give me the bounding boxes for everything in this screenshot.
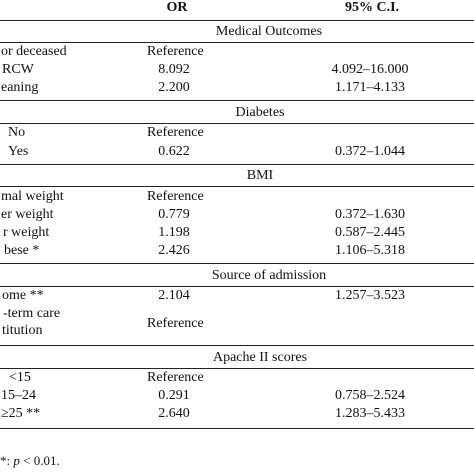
row-label: bese * <box>4 243 40 258</box>
row-label: <15 <box>9 370 31 385</box>
section-title-bmi: BMI <box>246 168 274 183</box>
row-or: Reference <box>147 189 204 204</box>
row-label: ome ** <box>2 288 44 303</box>
row-ci: 1.283–5.433 <box>335 406 405 421</box>
section-rule <box>0 368 474 369</box>
row-label: 15–24 <box>1 388 36 403</box>
row-or: 0.291 <box>158 388 190 403</box>
section-rule <box>0 286 474 287</box>
row-ci: 1.257–3.523 <box>335 288 405 303</box>
row-or: Reference <box>147 44 204 59</box>
row-or: Reference <box>147 316 204 331</box>
row-or: 2.104 <box>158 288 190 303</box>
row-ci: 0.758–2.524 <box>335 388 405 403</box>
row-label: er weight <box>1 207 54 222</box>
row-ci: 1.171–4.133 <box>335 80 405 95</box>
row-ci: 0.372–1.630 <box>335 207 405 222</box>
header-rule <box>0 20 474 21</box>
section-title-medical-outcomes: Medical Outcomes <box>215 24 323 39</box>
section-rule <box>0 42 474 43</box>
row-or: 2.640 <box>158 406 190 421</box>
section-title-source-of-admission: Source of admission <box>211 268 327 283</box>
row-label-continued: titution <box>2 323 43 338</box>
section-title-apache-ii-scores: Apache II scores <box>212 350 308 365</box>
section-rule <box>0 186 474 187</box>
row-ci: 1.106–5.318 <box>335 243 405 258</box>
section-rule <box>0 263 474 264</box>
footnote-prefix: *: <box>0 453 14 468</box>
section-rule <box>0 123 474 124</box>
table-bottom-rule <box>0 428 474 429</box>
row-label: eaning <box>1 80 39 95</box>
row-label: RCW <box>2 62 34 77</box>
section-rule <box>0 164 474 165</box>
row-or: 8.092 <box>158 62 190 77</box>
row-label: No <box>8 125 26 140</box>
row-or: 0.622 <box>158 144 190 159</box>
row-or: Reference <box>147 370 204 385</box>
row-ci: 0.372–1.044 <box>335 144 405 159</box>
row-ci: 4.092–16.000 <box>331 62 409 77</box>
column-header-ci: 95% C.I. <box>344 0 400 15</box>
row-or: 2.426 <box>158 243 190 258</box>
row-label: or deceased <box>1 44 67 59</box>
row-label: r weight <box>3 225 50 240</box>
row-or: 2.200 <box>158 80 190 95</box>
row-ci: 0.587–2.445 <box>335 225 405 240</box>
column-header-or: OR <box>166 0 188 15</box>
row-label: -term care <box>3 306 61 321</box>
footnote-p: p <box>13 453 20 468</box>
section-rule <box>0 100 474 101</box>
footnote-rest: < 0.01. <box>19 453 60 468</box>
row-or: 1.198 <box>158 225 190 240</box>
row-or: 0.779 <box>158 207 190 222</box>
section-rule <box>0 345 474 346</box>
row-label: Yes <box>8 144 29 159</box>
row-or: Reference <box>147 125 204 140</box>
row-label: mal weight <box>1 189 64 204</box>
section-title-diabetes: Diabetes <box>235 105 285 120</box>
row-label: ≥25 ** <box>1 406 41 421</box>
footnote: *: p < 0.01. <box>0 453 60 469</box>
